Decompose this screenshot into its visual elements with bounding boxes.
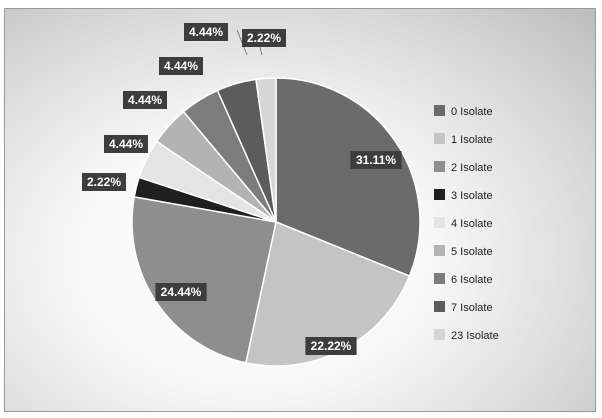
legend-label: 1 Isolate xyxy=(451,134,493,146)
data-label-text: 4.44% xyxy=(109,137,143,151)
data-label-23-isolate: 2.22% xyxy=(242,29,286,47)
data-label-3-isolate: 2.22% xyxy=(82,173,126,191)
legend-swatch xyxy=(434,105,445,116)
legend-swatch xyxy=(434,161,445,172)
data-label-text: 24.44% xyxy=(161,285,202,299)
data-label-text: 4.44% xyxy=(128,93,162,107)
legend-item-5-isolate: 5 Isolate xyxy=(434,245,493,258)
data-label-1-isolate: 22.22% xyxy=(305,337,357,355)
legend-label: 4 Isolate xyxy=(451,218,493,230)
legend-item-4-isolate: 4 Isolate xyxy=(434,217,493,230)
data-labels: 31.11% 22.22% 24.44% 2.22% 4.44% 4.44% 4.44% 4.… xyxy=(82,23,402,355)
data-label-text: 22.22% xyxy=(311,339,352,353)
legend-item-1-isolate: 1 Isolate xyxy=(434,133,493,146)
data-label-box xyxy=(350,151,402,169)
legend-swatch xyxy=(434,245,445,256)
data-label-box xyxy=(159,57,203,75)
legend-item-7-isolate: 7 Isolate xyxy=(434,301,493,314)
legend-swatch xyxy=(434,189,445,200)
legend-label: 2 Isolate xyxy=(451,162,493,174)
legend-item-3-isolate: 3 Isolate xyxy=(434,189,493,202)
data-label-box xyxy=(305,337,357,355)
data-label-box xyxy=(123,91,167,109)
legend-label: 7 Isolate xyxy=(451,302,493,314)
pie-slice-23-isolate xyxy=(255,77,277,223)
legend-item-6-isolate: 6 Isolate xyxy=(434,273,493,286)
data-label-box xyxy=(242,29,286,47)
legend-swatch xyxy=(434,133,445,144)
legend: 0 Isolate 1 Isolate 2 Isolate 3 Isolate 4 Is… xyxy=(434,105,499,342)
legend-swatch xyxy=(434,301,445,312)
legend-label: 0 Isolate xyxy=(451,106,493,118)
pie-slice-0-isolate xyxy=(275,77,421,277)
pie-slice-2-isolate xyxy=(131,195,277,364)
data-label-text: 4.44% xyxy=(164,59,198,73)
legend-label: 3 Isolate xyxy=(451,190,493,202)
legend-swatch xyxy=(434,329,445,340)
data-label-text: 31.11% xyxy=(356,153,396,167)
data-label-text: 2.22% xyxy=(87,175,121,189)
legend-swatch xyxy=(434,273,445,284)
legend-label: 23 Isolate xyxy=(451,330,499,342)
legend-label: 6 Isolate xyxy=(451,274,493,286)
data-label-5-isolate: 4.44% xyxy=(123,91,167,109)
data-label-7-isolate: 4.44% xyxy=(184,23,228,41)
data-label-box xyxy=(155,283,207,301)
data-label-text: 4.44% xyxy=(189,25,223,39)
data-label-box xyxy=(82,173,126,191)
data-label-2-isolate: 24.44% xyxy=(155,283,207,301)
pie-slices xyxy=(131,77,421,367)
data-label-0-isolate: 31.11% xyxy=(350,151,402,169)
data-label-box xyxy=(184,23,228,41)
data-label-box xyxy=(104,135,148,153)
legend-item-23-isolate: 23 Isolate xyxy=(434,329,499,342)
data-label-text: 2.22% xyxy=(247,31,281,45)
data-label-4-isolate: 4.44% xyxy=(104,135,148,153)
legend-swatch xyxy=(434,217,445,228)
legend-item-0-isolate: 0 Isolate xyxy=(434,105,493,118)
legend-label: 5 Isolate xyxy=(451,246,493,258)
data-label-6-isolate: 4.44% xyxy=(159,57,203,75)
legend-item-2-isolate: 2 Isolate xyxy=(434,161,493,174)
